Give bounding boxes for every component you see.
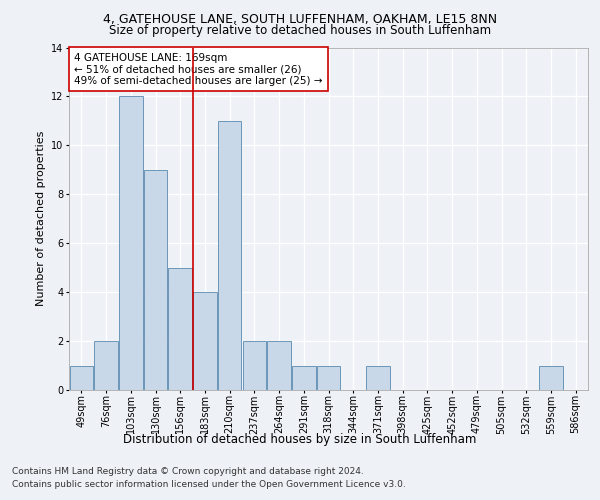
Text: 4 GATEHOUSE LANE: 169sqm
← 51% of detached houses are smaller (26)
49% of semi-d: 4 GATEHOUSE LANE: 169sqm ← 51% of detach… bbox=[74, 52, 323, 86]
Bar bbox=[268, 341, 291, 390]
Bar bbox=[218, 121, 241, 390]
Bar bbox=[94, 341, 118, 390]
Bar bbox=[169, 268, 192, 390]
Bar bbox=[292, 366, 316, 390]
Text: Distribution of detached houses by size in South Luffenham: Distribution of detached houses by size … bbox=[124, 432, 476, 446]
Bar bbox=[119, 96, 143, 390]
Text: Size of property relative to detached houses in South Luffenham: Size of property relative to detached ho… bbox=[109, 24, 491, 37]
Bar bbox=[317, 366, 340, 390]
Y-axis label: Number of detached properties: Number of detached properties bbox=[35, 131, 46, 306]
Bar bbox=[70, 366, 93, 390]
Text: Contains public sector information licensed under the Open Government Licence v3: Contains public sector information licen… bbox=[12, 480, 406, 489]
Bar bbox=[144, 170, 167, 390]
Text: 4, GATEHOUSE LANE, SOUTH LUFFENHAM, OAKHAM, LE15 8NN: 4, GATEHOUSE LANE, SOUTH LUFFENHAM, OAKH… bbox=[103, 12, 497, 26]
Bar bbox=[242, 341, 266, 390]
Bar bbox=[539, 366, 563, 390]
Bar bbox=[366, 366, 389, 390]
Bar bbox=[193, 292, 217, 390]
Text: Contains HM Land Registry data © Crown copyright and database right 2024.: Contains HM Land Registry data © Crown c… bbox=[12, 468, 364, 476]
